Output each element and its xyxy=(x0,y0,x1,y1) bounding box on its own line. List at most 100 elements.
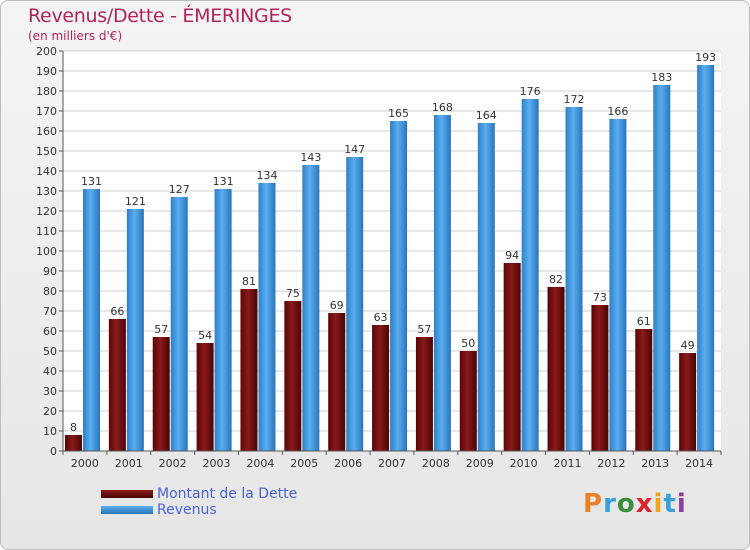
bar-dette-2005 xyxy=(284,301,302,451)
value-label-dette-2012: 73 xyxy=(593,291,607,304)
value-label-revenus-2011: 172 xyxy=(564,93,585,106)
value-label-dette-2009: 50 xyxy=(461,337,475,350)
bar-dette-2011 xyxy=(547,287,565,451)
y-tick-label: 190 xyxy=(36,65,57,78)
bar-revenus-2004 xyxy=(258,183,276,451)
logo-letter: o xyxy=(616,489,636,519)
bar-revenus-2010 xyxy=(521,99,539,451)
bar-revenus-2000 xyxy=(83,189,100,451)
x-tick-label-2007: 2007 xyxy=(378,457,406,470)
value-label-dette-2004: 81 xyxy=(242,275,256,288)
bar-revenus-2013 xyxy=(653,85,671,451)
value-label-dette-2007: 63 xyxy=(374,311,388,324)
bar-dette-2008 xyxy=(415,337,433,451)
value-label-dette-2003: 54 xyxy=(198,329,212,342)
bar-revenus-2003 xyxy=(214,189,232,451)
bar-revenus-2008 xyxy=(433,115,451,451)
x-tick-label-2012: 2012 xyxy=(597,457,625,470)
bar-dette-2009 xyxy=(459,351,477,451)
value-label-dette-2002: 57 xyxy=(154,323,168,336)
value-label-dette-2010: 94 xyxy=(505,249,519,262)
chart-subtitle: (en milliers d'€) xyxy=(28,29,123,43)
bar-dette-2010 xyxy=(503,263,521,451)
value-label-revenus-2010: 176 xyxy=(520,85,541,98)
x-tick-label-2001: 2001 xyxy=(115,457,143,470)
value-label-revenus-2013: 183 xyxy=(651,71,672,84)
legend-swatch-dette xyxy=(101,490,153,498)
y-tick-label: 170 xyxy=(36,105,57,118)
y-tick-label: 200 xyxy=(36,45,57,58)
bar-revenus-2011 xyxy=(565,107,583,451)
bar-dette-2004 xyxy=(240,289,258,451)
y-tick-label: 10 xyxy=(43,425,57,438)
value-label-dette-2001: 66 xyxy=(110,305,124,318)
logo-letter: t xyxy=(663,489,677,519)
value-label-revenus-2007: 165 xyxy=(388,107,409,120)
bar-dette-2014 xyxy=(679,353,697,451)
value-label-revenus-2000: 131 xyxy=(81,175,102,188)
y-tick-label: 160 xyxy=(36,125,57,138)
value-label-revenus-2004: 134 xyxy=(256,169,277,182)
x-tick-label-2002: 2002 xyxy=(159,457,187,470)
bar-dette-2003 xyxy=(196,343,214,451)
proxiti-logo: Proxiti xyxy=(583,489,687,519)
logo-letter: x xyxy=(635,489,654,519)
value-label-dette-2014: 49 xyxy=(681,339,695,352)
logo-letter: P xyxy=(583,489,604,519)
value-label-dette-2006: 69 xyxy=(330,299,344,312)
bar-revenus-2014 xyxy=(697,65,715,451)
x-tick-label-2014: 2014 xyxy=(685,457,713,470)
bar-dette-2006 xyxy=(328,313,346,451)
y-tick-label: 20 xyxy=(43,405,57,418)
value-label-revenus-2012: 166 xyxy=(607,105,628,118)
logo-letter: r xyxy=(603,489,617,519)
y-tick-label: 180 xyxy=(36,85,57,98)
logo-letter: i xyxy=(653,489,664,519)
y-tick-label: 120 xyxy=(36,205,57,218)
x-tick-label-2003: 2003 xyxy=(203,457,231,470)
y-tick-label: 80 xyxy=(43,285,57,298)
y-tick-label: 140 xyxy=(36,165,57,178)
bar-dette-2001 xyxy=(108,319,126,451)
value-label-dette-2011: 82 xyxy=(549,273,563,286)
x-tick-label-2006: 2006 xyxy=(334,457,362,470)
y-tick-label: 50 xyxy=(43,345,57,358)
legend-swatch-revenus xyxy=(101,506,153,514)
y-tick-label: 90 xyxy=(43,265,57,278)
x-tick-label-2005: 2005 xyxy=(290,457,318,470)
chart-title: Revenus/Dette - ÉMERINGES xyxy=(28,5,292,27)
x-tick-label-2008: 2008 xyxy=(422,457,450,470)
x-tick-label-2009: 2009 xyxy=(466,457,494,470)
x-tick-label-2004: 2004 xyxy=(246,457,274,470)
bar-dette-2012 xyxy=(591,305,609,451)
bar-dette-2000 xyxy=(65,435,82,451)
bar-revenus-2001 xyxy=(126,209,144,451)
bar-revenus-2006 xyxy=(346,157,364,451)
x-tick-label-2011: 2011 xyxy=(553,457,581,470)
bar-revenus-2005 xyxy=(302,165,320,451)
bar-revenus-2012 xyxy=(609,119,627,451)
value-label-revenus-2008: 168 xyxy=(432,101,453,114)
y-tick-label: 60 xyxy=(43,325,57,338)
logo-letter: i xyxy=(676,489,687,519)
value-label-dette-2000: 8 xyxy=(70,421,77,434)
y-tick-label: 70 xyxy=(43,305,57,318)
bar-revenus-2002 xyxy=(170,197,188,451)
value-label-revenus-2001: 121 xyxy=(125,195,146,208)
x-tick-label-2000: 2000 xyxy=(71,457,99,470)
bar-dette-2013 xyxy=(635,329,653,451)
value-label-revenus-2005: 143 xyxy=(300,151,321,164)
value-label-revenus-2002: 127 xyxy=(169,183,190,196)
bar-revenus-2007 xyxy=(390,121,408,451)
value-label-dette-2005: 75 xyxy=(286,287,300,300)
value-label-revenus-2009: 164 xyxy=(476,109,497,122)
value-label-dette-2008: 57 xyxy=(417,323,431,336)
value-label-revenus-2014: 193 xyxy=(695,51,716,64)
bar-dette-2002 xyxy=(152,337,170,451)
value-label-revenus-2006: 147 xyxy=(344,143,365,156)
y-tick-label: 0 xyxy=(50,445,57,458)
x-tick-label-2013: 2013 xyxy=(641,457,669,470)
y-tick-label: 40 xyxy=(43,365,57,378)
